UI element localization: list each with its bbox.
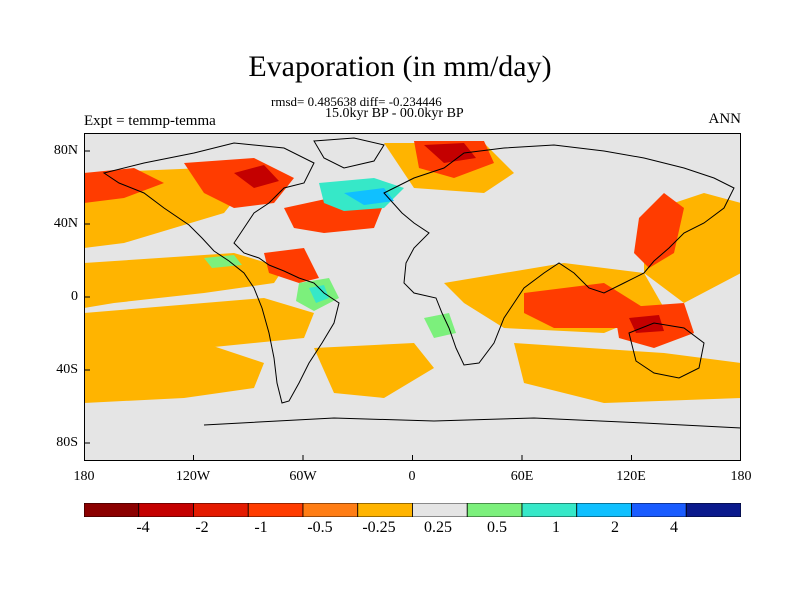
colorbar-label: -0.5 bbox=[307, 519, 333, 536]
antarctica-coastline bbox=[203, 417, 741, 429]
eurasia-africa-coastline bbox=[383, 144, 735, 366]
greenland-coastline bbox=[313, 137, 385, 169]
lon-label-180-left: 180 bbox=[73, 469, 95, 484]
colorbar-box bbox=[138, 503, 194, 517]
coastlines bbox=[102, 137, 741, 429]
map-title: Evaporation (in mm/day) bbox=[248, 50, 552, 83]
colorbar-label: 2 bbox=[611, 519, 619, 536]
season-label: ANN bbox=[708, 111, 742, 127]
stats-line: rmsd= 0.485638 diff= -0.234446 bbox=[271, 94, 442, 109]
colorbar-label: 0.25 bbox=[424, 519, 452, 536]
colorbar-label: -2 bbox=[195, 519, 209, 536]
colorbar-box bbox=[412, 503, 468, 517]
period-line: 15.0kyr BP - 00.0kyr BP bbox=[325, 106, 464, 121]
dark-red-anomaly-regions bbox=[234, 143, 664, 333]
americas-coastline bbox=[102, 142, 340, 404]
experiment-label: Expt = temmp-temma bbox=[84, 113, 216, 129]
lon-label-180-right: 180 bbox=[730, 469, 752, 484]
colorbar-label: -4 bbox=[136, 519, 150, 536]
colorbar bbox=[84, 503, 741, 517]
colorbar-box bbox=[521, 503, 578, 517]
lat-label-80s: 80S bbox=[56, 435, 78, 450]
lon-label-120e: 120E bbox=[616, 469, 646, 484]
lat-label-40n: 40N bbox=[53, 216, 78, 231]
lon-label-60e: 60E bbox=[510, 469, 534, 484]
colorbar-box bbox=[84, 503, 140, 517]
colorbar-label: -0.25 bbox=[362, 519, 396, 536]
colorbar-label: 1 bbox=[552, 519, 560, 536]
tick-marks bbox=[84, 150, 632, 461]
lon-label-120w: 120W bbox=[175, 469, 211, 484]
australia-coastline bbox=[628, 322, 705, 379]
colorbar-box bbox=[193, 503, 249, 517]
colorbar-box bbox=[685, 503, 741, 517]
colorbar-box bbox=[302, 503, 359, 517]
lon-label-60w: 60W bbox=[289, 469, 317, 484]
colorbar-box bbox=[576, 503, 632, 517]
lat-label-0: 0 bbox=[71, 289, 78, 304]
colorbar-box bbox=[247, 503, 304, 517]
lat-label-80n: 80N bbox=[53, 143, 78, 158]
colorbar-label: 4 bbox=[670, 519, 678, 536]
lat-label-40s: 40S bbox=[56, 362, 78, 377]
evaporation-map bbox=[84, 133, 741, 461]
colorbar-box bbox=[357, 503, 413, 517]
colorbar-box bbox=[466, 503, 523, 517]
colorbar-label: 0.5 bbox=[487, 519, 507, 536]
lon-label-0: 0 bbox=[408, 469, 416, 484]
colorbar-box bbox=[631, 503, 687, 517]
colorbar-label: -1 bbox=[254, 519, 268, 536]
positive-anomaly-regions bbox=[204, 178, 456, 338]
